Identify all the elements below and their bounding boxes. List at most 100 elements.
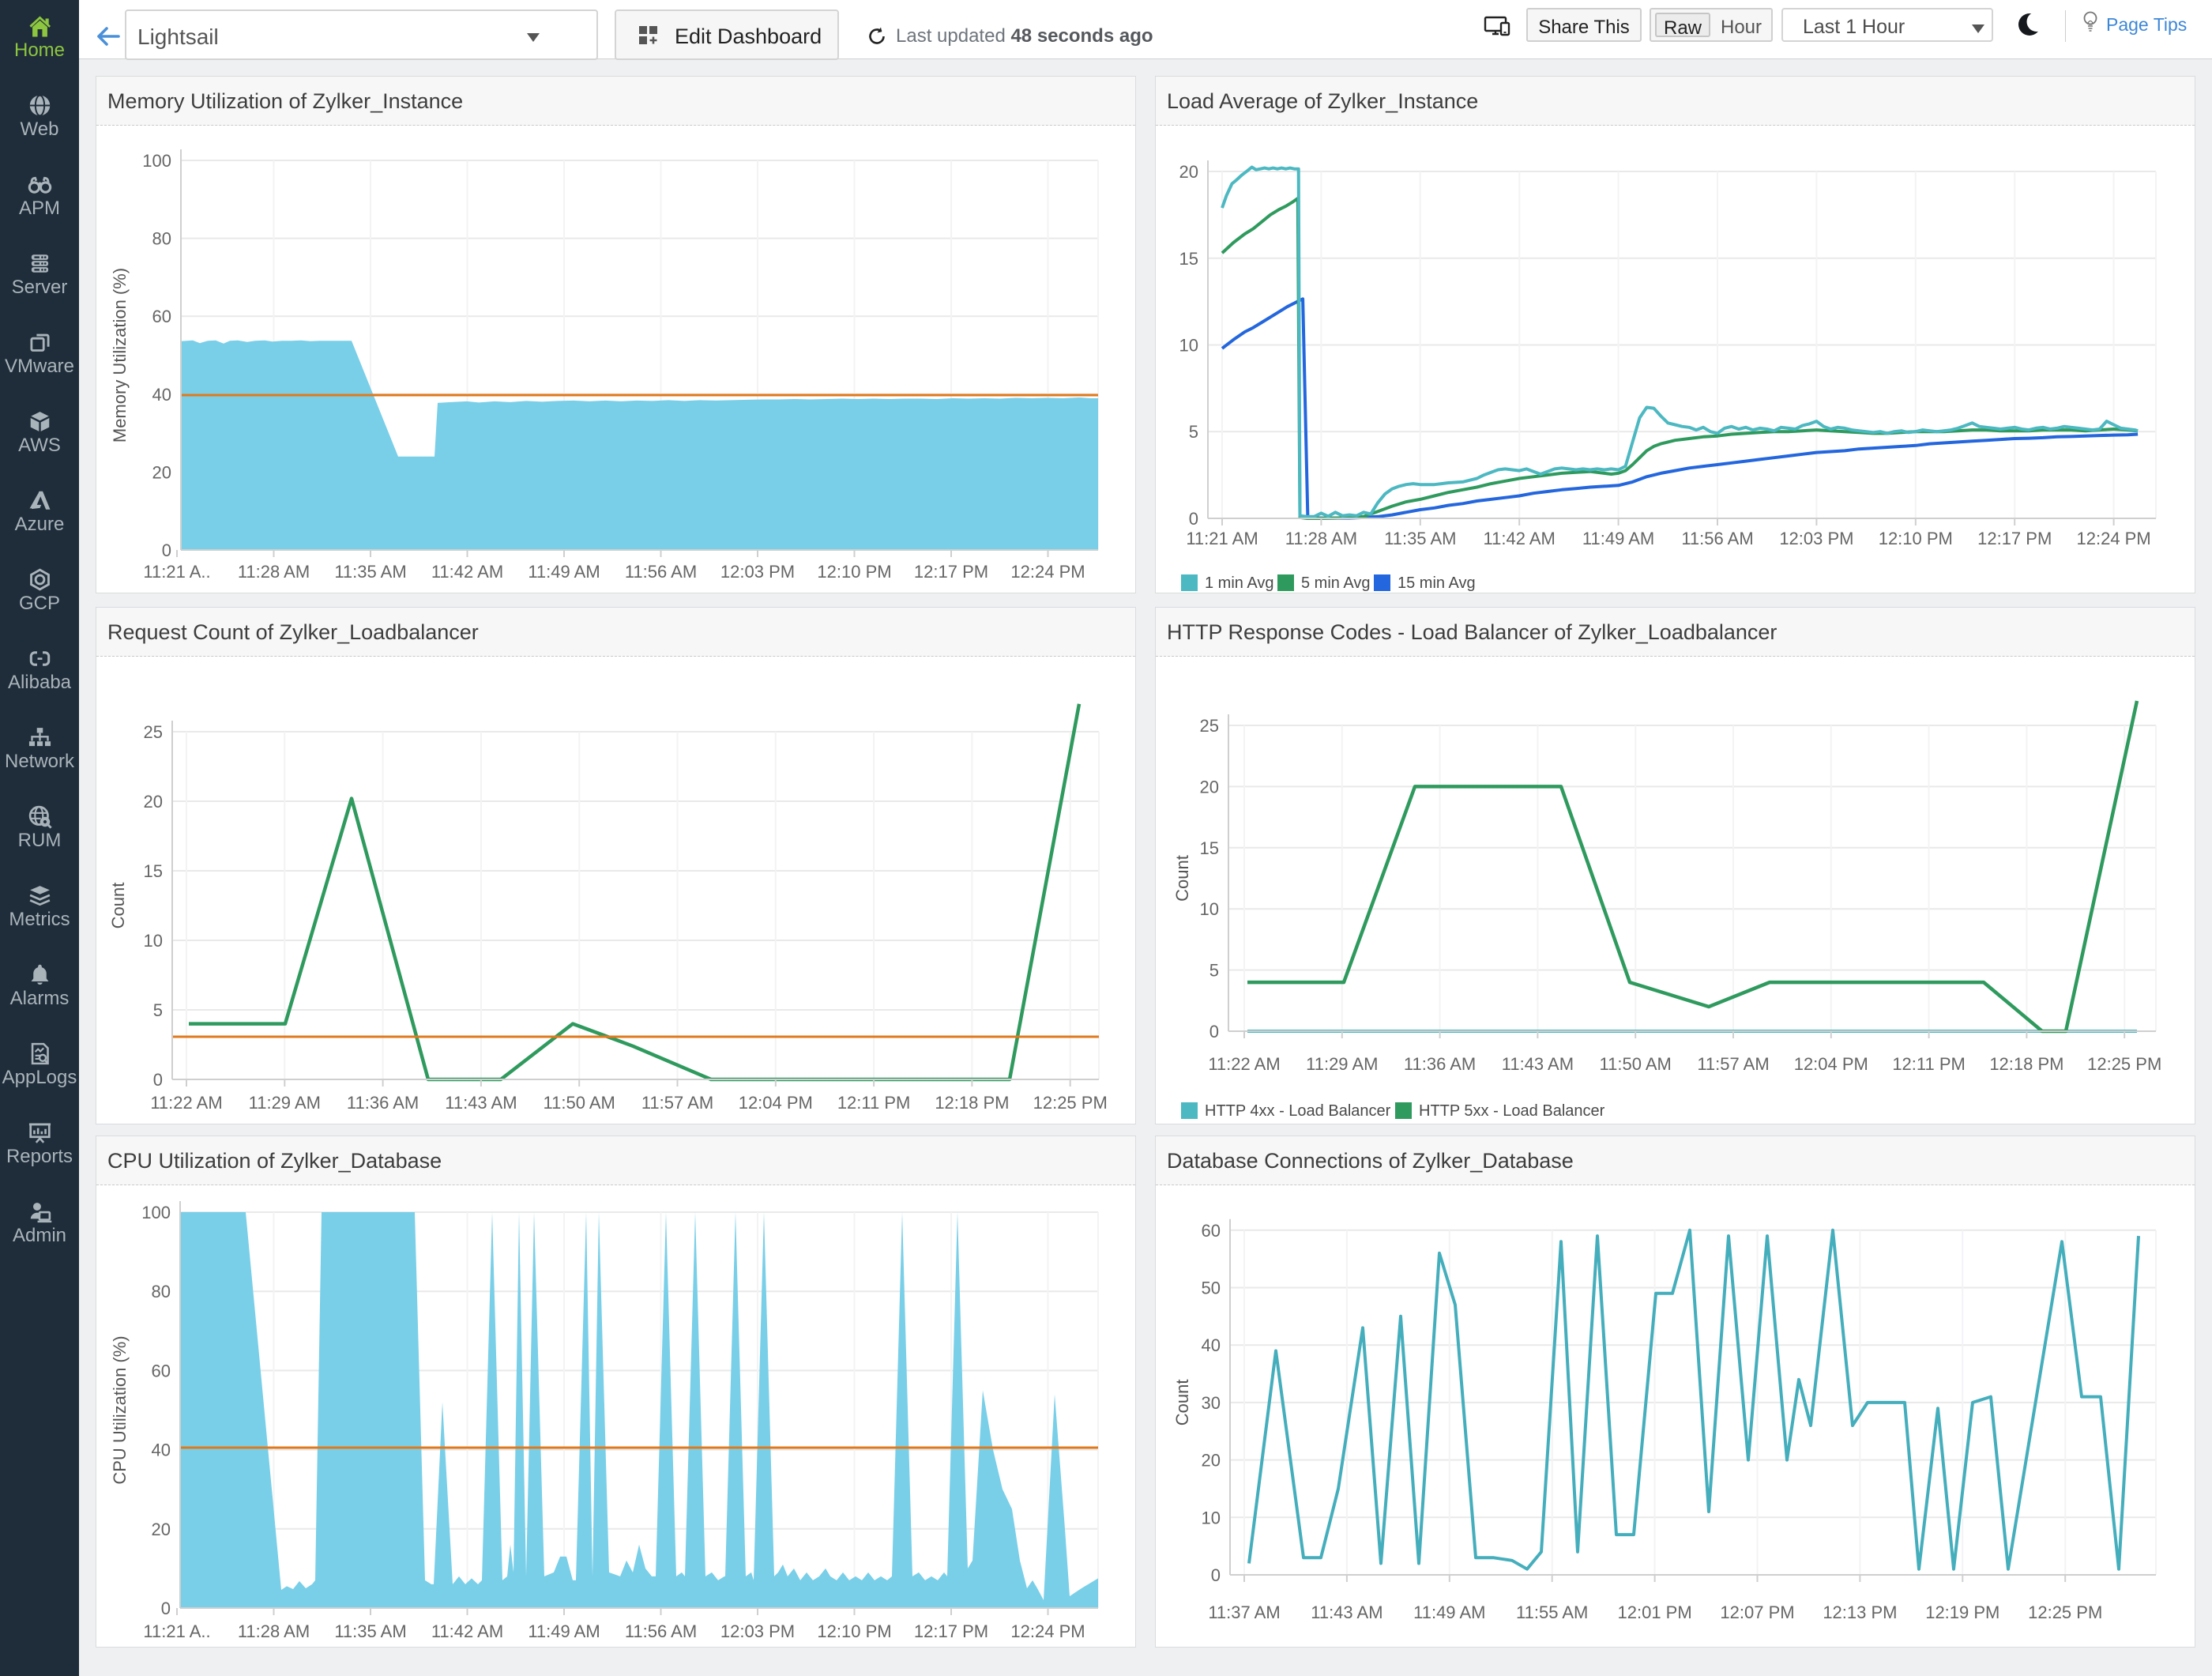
svg-text:12:18 PM: 12:18 PM <box>935 1093 1009 1113</box>
svg-text:12:01 PM: 12:01 PM <box>1618 1603 1692 1622</box>
svg-text:12:24 PM: 12:24 PM <box>1010 1621 1085 1641</box>
svg-text:12:03 PM: 12:03 PM <box>1779 529 1853 548</box>
svg-text:11:28 AM: 11:28 AM <box>1285 529 1357 548</box>
svg-text:11:42 AM: 11:42 AM <box>431 1621 503 1641</box>
svg-text:Count: Count <box>1172 1380 1192 1426</box>
svg-text:11:57 AM: 11:57 AM <box>641 1093 713 1113</box>
svg-text:100: 100 <box>141 1203 171 1222</box>
svg-text:0: 0 <box>1211 1565 1221 1585</box>
svg-text:11:29 AM: 11:29 AM <box>249 1093 321 1113</box>
svg-text:0: 0 <box>161 1599 171 1618</box>
svg-text:11:56 AM: 11:56 AM <box>625 1621 697 1641</box>
svg-text:11:55 AM: 11:55 AM <box>1516 1603 1588 1622</box>
svg-text:12:07 PM: 12:07 PM <box>1720 1603 1794 1622</box>
svg-text:11:56 AM: 11:56 AM <box>625 562 697 582</box>
svg-text:25: 25 <box>1200 716 1219 736</box>
svg-text:15 min Avg: 15 min Avg <box>1398 574 1476 592</box>
svg-text:25: 25 <box>144 722 163 742</box>
svg-text:Memory Utilization (%): Memory Utilization (%) <box>110 268 130 443</box>
svg-text:20: 20 <box>152 462 171 482</box>
svg-text:12:11 PM: 12:11 PM <box>1892 1054 1966 1074</box>
svg-text:12:25 PM: 12:25 PM <box>2028 1603 2102 1622</box>
svg-text:0: 0 <box>1189 509 1198 529</box>
svg-text:HTTP 4xx - Load Balancer: HTTP 4xx - Load Balancer <box>1205 1102 1391 1120</box>
svg-text:12:10 PM: 12:10 PM <box>1879 529 1953 548</box>
svg-text:60: 60 <box>152 307 171 326</box>
svg-text:0: 0 <box>1209 1022 1219 1041</box>
svg-text:Count: Count <box>1172 855 1192 902</box>
svg-text:40: 40 <box>152 1441 171 1460</box>
svg-text:11:43 AM: 11:43 AM <box>1502 1054 1574 1074</box>
svg-text:11:22 AM: 11:22 AM <box>150 1093 222 1113</box>
svg-text:60: 60 <box>152 1361 171 1380</box>
svg-text:50: 50 <box>1202 1279 1221 1298</box>
svg-text:11:42 AM: 11:42 AM <box>431 562 503 582</box>
svg-text:11:21 AM: 11:21 AM <box>1186 529 1258 548</box>
svg-text:12:25 PM: 12:25 PM <box>1033 1093 1108 1113</box>
svg-text:12:11 PM: 12:11 PM <box>837 1093 911 1113</box>
svg-text:12:13 PM: 12:13 PM <box>1823 1603 1897 1622</box>
svg-text:12:17 PM: 12:17 PM <box>1977 529 2052 548</box>
svg-text:11:43 AM: 11:43 AM <box>445 1093 517 1113</box>
svg-text:12:10 PM: 12:10 PM <box>817 1621 891 1641</box>
svg-text:11:35 AM: 11:35 AM <box>334 562 406 582</box>
svg-text:11:22 AM: 11:22 AM <box>1208 1054 1280 1074</box>
svg-text:80: 80 <box>152 1282 171 1301</box>
svg-text:15: 15 <box>1179 249 1198 269</box>
svg-text:100: 100 <box>142 151 171 171</box>
svg-text:40: 40 <box>152 385 171 405</box>
svg-text:10: 10 <box>1179 336 1198 356</box>
svg-text:11:50 AM: 11:50 AM <box>1600 1054 1672 1074</box>
svg-text:12:04 PM: 12:04 PM <box>739 1093 813 1113</box>
svg-text:11:49 AM: 11:49 AM <box>1413 1603 1485 1622</box>
svg-text:20: 20 <box>1179 162 1198 182</box>
svg-text:10: 10 <box>144 931 163 951</box>
svg-text:5: 5 <box>1209 961 1219 981</box>
svg-text:12:24 PM: 12:24 PM <box>1010 562 1085 582</box>
svg-text:11:35 AM: 11:35 AM <box>334 1621 406 1641</box>
svg-text:20: 20 <box>144 792 163 812</box>
svg-text:11:43 AM: 11:43 AM <box>1311 1603 1382 1622</box>
svg-text:11:49 AM: 11:49 AM <box>1582 529 1654 548</box>
svg-text:20: 20 <box>1200 777 1219 797</box>
svg-text:5: 5 <box>153 1000 163 1020</box>
svg-text:11:57 AM: 11:57 AM <box>1697 1054 1769 1074</box>
svg-text:12:03 PM: 12:03 PM <box>720 1621 795 1641</box>
svg-text:12:24 PM: 12:24 PM <box>2077 529 2151 548</box>
svg-text:1 min Avg: 1 min Avg <box>1205 574 1273 592</box>
svg-text:11:28 AM: 11:28 AM <box>238 562 310 582</box>
svg-text:5: 5 <box>1189 422 1198 442</box>
svg-text:12:18 PM: 12:18 PM <box>1989 1054 2063 1074</box>
svg-text:12:25 PM: 12:25 PM <box>2087 1054 2161 1074</box>
svg-text:30: 30 <box>1202 1393 1221 1413</box>
svg-text:12:19 PM: 12:19 PM <box>1925 1603 1999 1622</box>
svg-text:HTTP 5xx - Load Balancer: HTTP 5xx - Load Balancer <box>1419 1102 1605 1120</box>
svg-text:0: 0 <box>153 1070 163 1090</box>
svg-text:Count: Count <box>108 883 128 929</box>
svg-text:11:50 AM: 11:50 AM <box>544 1093 615 1113</box>
svg-text:11:21 A..: 11:21 A.. <box>143 1621 210 1641</box>
svg-text:11:49 AM: 11:49 AM <box>528 562 600 582</box>
svg-text:10: 10 <box>1202 1508 1221 1527</box>
svg-text:15: 15 <box>1200 838 1219 858</box>
svg-text:11:49 AM: 11:49 AM <box>528 1621 600 1641</box>
svg-text:12:04 PM: 12:04 PM <box>1794 1054 1868 1074</box>
svg-text:60: 60 <box>1202 1221 1221 1241</box>
svg-text:15: 15 <box>144 861 163 881</box>
svg-text:11:56 AM: 11:56 AM <box>1681 529 1753 548</box>
svg-text:11:36 AM: 11:36 AM <box>1404 1054 1476 1074</box>
svg-text:20: 20 <box>1202 1451 1221 1471</box>
svg-text:80: 80 <box>152 229 171 249</box>
svg-text:11:36 AM: 11:36 AM <box>347 1093 419 1113</box>
svg-text:12:03 PM: 12:03 PM <box>720 562 795 582</box>
svg-text:20: 20 <box>152 1520 171 1539</box>
svg-text:12:17 PM: 12:17 PM <box>914 562 988 582</box>
svg-text:12:17 PM: 12:17 PM <box>914 1621 988 1641</box>
svg-text:11:29 AM: 11:29 AM <box>1306 1054 1378 1074</box>
svg-text:10: 10 <box>1200 899 1219 919</box>
svg-text:12:10 PM: 12:10 PM <box>817 562 891 582</box>
svg-text:5 min Avg: 5 min Avg <box>1301 574 1370 592</box>
svg-text:11:35 AM: 11:35 AM <box>1384 529 1456 548</box>
svg-text:11:42 AM: 11:42 AM <box>1484 529 1556 548</box>
svg-text:CPU Utilization (%): CPU Utilization (%) <box>110 1335 130 1484</box>
